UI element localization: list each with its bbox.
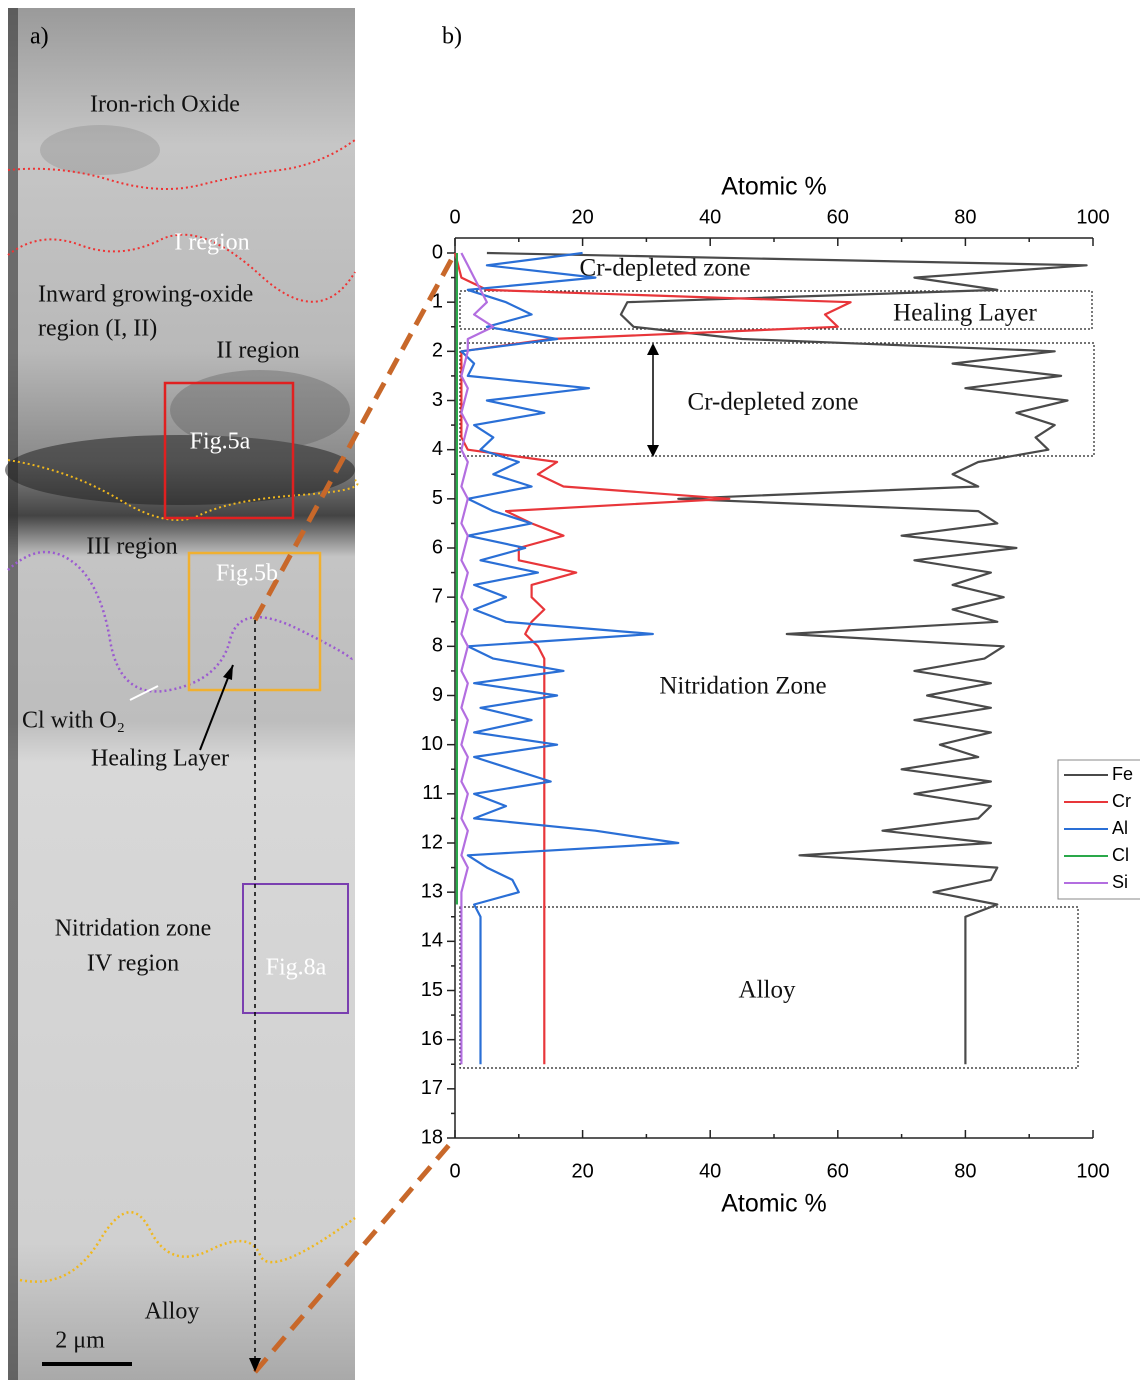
y-tick-label: 3	[432, 389, 443, 411]
series-line	[486, 251, 1088, 1065]
region-label: Nitridation zone	[55, 916, 212, 942]
y-tick-label: 2	[432, 340, 443, 362]
y-tick-label: 15	[421, 979, 443, 1001]
zoom-line	[253, 1136, 457, 1374]
x-tick-label: 100	[1076, 1160, 1109, 1182]
y-tick-label: 16	[421, 1028, 443, 1050]
y-tick-label: 12	[421, 831, 443, 853]
y-tick-label: 17	[421, 1077, 443, 1099]
x-axis-label: Atomic %	[721, 173, 827, 201]
x-tick-label: 80	[954, 206, 976, 228]
panel-label: a)	[30, 24, 49, 50]
x-tick-label: 60	[827, 206, 849, 228]
region-label: III region	[86, 534, 177, 560]
region-label: IV region	[87, 951, 179, 977]
region-label: II region	[216, 338, 299, 364]
y-tick-label: 10	[421, 733, 443, 755]
region-label: region (I, II)	[38, 316, 157, 342]
y-tick-label: 5	[432, 487, 443, 509]
annotation: Cr-depleted zone	[580, 255, 751, 282]
box-label: Fig.8a	[266, 955, 327, 981]
box-label: Fig.5b	[216, 561, 278, 587]
panel-a-labels: a) Iron-rich Oxide I region Inward growi…	[22, 24, 462, 1354]
y-tick-label: 4	[432, 438, 443, 460]
y-tick-label: 0	[432, 241, 443, 263]
legend-label: Cl	[1112, 845, 1129, 865]
x-tick-label: 0	[449, 1160, 460, 1182]
arrow-head	[647, 445, 659, 457]
scale-label: 2 μm	[55, 1328, 105, 1354]
x-tick-label: 40	[699, 1160, 721, 1182]
x-axis-label: Atomic %	[721, 1190, 827, 1218]
region-label: Healing Layer	[91, 746, 229, 772]
series-line	[460, 251, 680, 1065]
x-tick-label: 60	[827, 1160, 849, 1182]
region-label: Inward growing-oxide	[38, 282, 253, 308]
y-tick-label: 9	[432, 684, 443, 706]
legend-label: Al	[1112, 818, 1128, 838]
y-tick-label: 11	[422, 782, 443, 804]
x-tick-label: 40	[699, 206, 721, 228]
region-label: Cl with O₂	[22, 708, 125, 734]
annotation: Cr-depleted zone	[688, 389, 859, 416]
y-tick-label: 1	[432, 290, 443, 312]
legend-label: Si	[1112, 872, 1128, 892]
x-tick-label: 20	[571, 1160, 593, 1182]
x-tick-label: 80	[954, 1160, 976, 1182]
annotation: Alloy	[739, 977, 796, 1004]
zoom-line	[252, 251, 458, 622]
legend-label: Cr	[1112, 791, 1131, 811]
series-line	[453, 252, 852, 1065]
panel-label: b)	[442, 24, 462, 50]
x-tick-label: 0	[449, 206, 460, 228]
x-tick-label: 100	[1076, 206, 1109, 228]
y-tick-label: 6	[432, 536, 443, 558]
box-label: Fig.5a	[190, 429, 251, 455]
micrograph	[5, 8, 359, 1380]
region-label: Iron-rich Oxide	[90, 92, 240, 118]
legend-label: Fe	[1112, 764, 1133, 784]
y-tick-label: 8	[432, 635, 443, 657]
arrow-head	[647, 343, 659, 355]
region-label: I region	[174, 230, 249, 256]
y-tick-label: 14	[421, 930, 443, 952]
y-tick-label: 7	[432, 585, 443, 607]
x-tick-label: 20	[571, 206, 593, 228]
arrow-head	[249, 1358, 261, 1372]
series-line	[460, 252, 495, 1065]
y-tick-label: 18	[421, 1126, 443, 1148]
region-label: Alloy	[145, 1299, 200, 1325]
y-tick-label: 13	[421, 880, 443, 902]
annotation: Healing Layer	[893, 300, 1037, 327]
annotation: Nitridation Zone	[659, 673, 826, 700]
